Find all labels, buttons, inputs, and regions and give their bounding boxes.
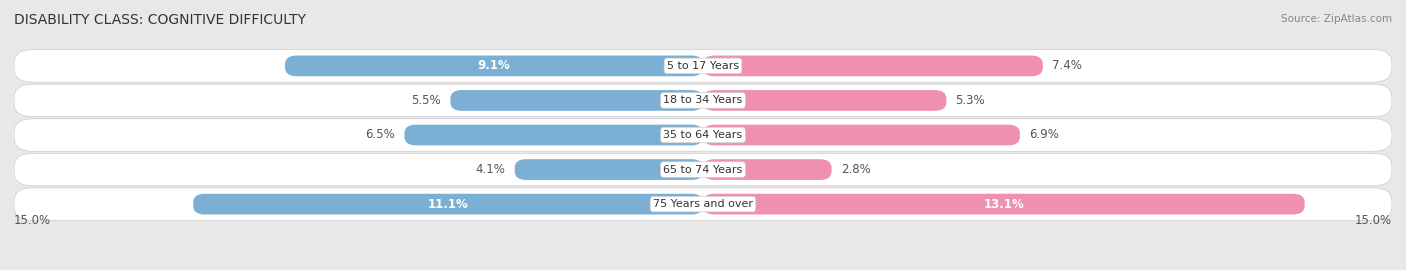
FancyBboxPatch shape xyxy=(450,90,703,111)
Text: 11.1%: 11.1% xyxy=(427,198,468,211)
Text: DISABILITY CLASS: COGNITIVE DIFFICULTY: DISABILITY CLASS: COGNITIVE DIFFICULTY xyxy=(14,14,307,28)
Text: 5 to 17 Years: 5 to 17 Years xyxy=(666,61,740,71)
Text: 75 Years and over: 75 Years and over xyxy=(652,199,754,209)
Text: 4.1%: 4.1% xyxy=(475,163,506,176)
FancyBboxPatch shape xyxy=(703,56,1043,76)
FancyBboxPatch shape xyxy=(703,125,1019,145)
Text: 15.0%: 15.0% xyxy=(1355,214,1392,227)
Text: 6.9%: 6.9% xyxy=(1029,129,1059,141)
FancyBboxPatch shape xyxy=(285,56,703,76)
FancyBboxPatch shape xyxy=(405,125,703,145)
Text: 9.1%: 9.1% xyxy=(478,59,510,72)
Text: 18 to 34 Years: 18 to 34 Years xyxy=(664,95,742,106)
Text: 6.5%: 6.5% xyxy=(366,129,395,141)
Text: 5.5%: 5.5% xyxy=(412,94,441,107)
FancyBboxPatch shape xyxy=(703,159,831,180)
Text: 65 to 74 Years: 65 to 74 Years xyxy=(664,164,742,175)
FancyBboxPatch shape xyxy=(515,159,703,180)
FancyBboxPatch shape xyxy=(193,194,703,214)
Text: 35 to 64 Years: 35 to 64 Years xyxy=(664,130,742,140)
Text: 15.0%: 15.0% xyxy=(14,214,51,227)
Text: 5.3%: 5.3% xyxy=(956,94,986,107)
Text: 2.8%: 2.8% xyxy=(841,163,870,176)
FancyBboxPatch shape xyxy=(703,90,946,111)
FancyBboxPatch shape xyxy=(14,50,1392,82)
FancyBboxPatch shape xyxy=(14,188,1392,220)
Text: 7.4%: 7.4% xyxy=(1052,59,1083,72)
Text: 13.1%: 13.1% xyxy=(983,198,1024,211)
FancyBboxPatch shape xyxy=(703,194,1305,214)
Text: Source: ZipAtlas.com: Source: ZipAtlas.com xyxy=(1281,14,1392,23)
FancyBboxPatch shape xyxy=(14,84,1392,117)
FancyBboxPatch shape xyxy=(14,119,1392,151)
FancyBboxPatch shape xyxy=(14,153,1392,186)
